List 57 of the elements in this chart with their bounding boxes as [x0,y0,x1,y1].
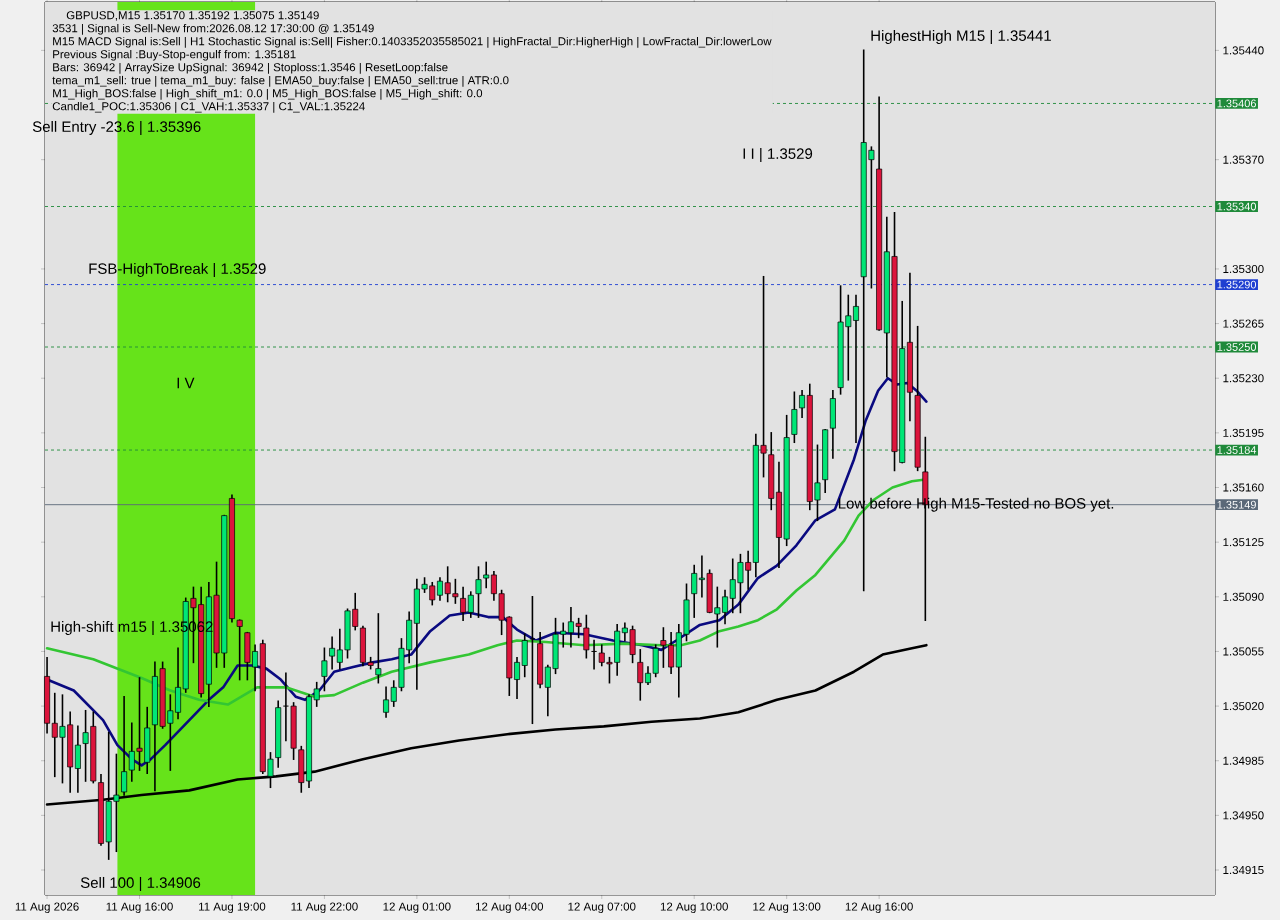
y-tick-label: 1.35370 [1223,155,1264,164]
x-tick-label: 12 Aug 04:00 [475,902,544,913]
candlestick [475,566,482,618]
text: GBPUSD,M15 1.35170 1.35192 1.35075 1.35149 [66,11,319,21]
x-tick-label: 11 Aug 19:00 [199,902,266,913]
candlestick [590,639,598,670]
annotation: M1_High_BOS:false | High_shift_m1: 0.0 | M5_High_BOS:false | M5_High_shift: 0.0 [53,88,483,100]
x-tick-label: 12 Aug 07:00 [568,902,636,913]
candlestick [691,564,698,618]
ref-line-label: 1.35290 [1217,280,1257,289]
candlestick [375,613,382,684]
y-tick-label: 1.34950 [1223,811,1264,820]
x-tick-label: 12 Aug 01:00 [383,902,451,913]
x-tick-label: 12 Aug 13:00 [753,902,821,913]
x-tick-label: 12 Aug 16:00 [845,902,913,913]
annotation: Bars: 36942 | ArraySize UpSignal: 36942 | Stoploss:1.3546 | ResetLoop:false [53,62,448,74]
y-tick-label: 1.35230 [1223,374,1264,383]
y-tick-label: 1.35055 [1223,647,1264,656]
annotation: 3531 | Signal is Sell-New from:2026.08.12 17:30:00 @ 1.35149 [52,23,374,35]
candlestick [329,636,336,670]
candlestick [236,619,243,681]
y-tick-label: 1.34915 [1223,865,1264,875]
annotation: HighestHigh M15 | 1.35441 [871,29,1051,45]
ref-line-label: 1.35250 [1217,343,1257,351]
candlestick [529,596,536,725]
ref-line-label: 1.35149 [1217,500,1256,509]
candlestick [799,389,806,419]
y-tick-label: 1.35125 [1223,538,1264,547]
y-tick-label: 1.34985 [1223,756,1264,765]
x-tick-label: 11 Aug 16:00 [106,902,173,913]
ref-line-label: 1.35406 [1217,99,1256,108]
y-tick-label: 1.35090 [1223,592,1264,601]
candlestick [321,647,328,692]
annotation: tema_m1_sell: true | tema_m1_buy: false | EMA50_buy:false | EMA50_sell:true | ATR:0.0 [52,75,509,87]
annotation: I I | 1.3529 [743,147,813,163]
candlestick [467,591,474,618]
ref-line-label: 1.35184 [1217,446,1257,454]
x-tick-label: 11 Aug 2026 [15,902,79,913]
candlestick [74,725,81,793]
annotation: Sell Entry -23.6 | 1.35396 [32,120,201,136]
annotation: M15 MACD Signal is:Sell | H1 Stochastic Signal is:Sell| Fisher:0.1403352035585021 | HighFractal_Dir:HigherHigh | LowFractal_Dir:lowerLow [53,36,772,48]
y-tick-label: 1.35265 [1223,319,1264,328]
candlestick [583,614,590,659]
y-tick-label: 1.35020 [1223,702,1264,711]
x-tick-label: 12 Aug 10:00 [660,902,728,913]
ref-line-label: 1.35340 [1217,202,1257,211]
y-tick-label: 1.35160 [1223,483,1264,492]
candlestick [483,561,490,589]
annotation: Candle1_POC:1.35306 | C1_VAH:1.35337 | C1_VAL:1.35224 [52,101,365,113]
y-tick-label: 1.35440 [1223,46,1264,55]
annotation: I V [177,377,195,389]
y-tick-label: 1.35300 [1223,264,1264,274]
candlestick [460,586,467,622]
x-tick-label: 11 Aug 22:00 [291,902,358,913]
annotation: Previous Signal :Buy-Stop-engulf from: 1.35181 [53,49,296,61]
y-tick-label: 1.35195 [1223,428,1264,437]
candlestick [121,695,128,796]
